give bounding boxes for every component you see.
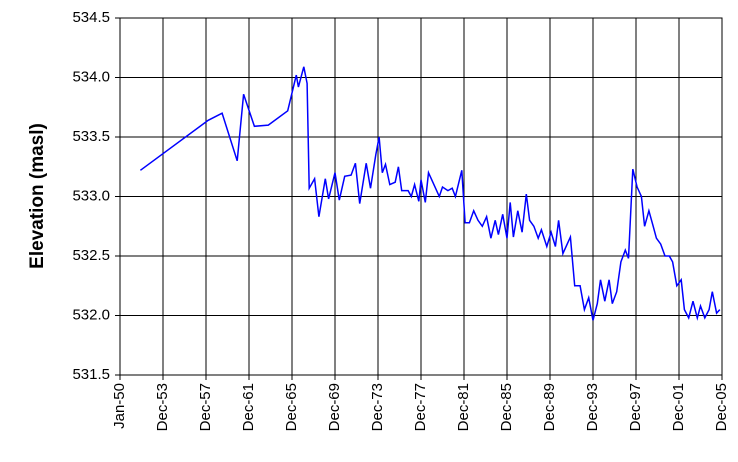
x-tick-label: Dec-65: [283, 383, 300, 431]
y-tick-label: 534.0: [72, 68, 110, 85]
x-tick-label: Jan-50: [111, 383, 128, 429]
x-tick-label: Dec-93: [584, 383, 601, 431]
x-tick-label: Dec-89: [541, 383, 558, 431]
x-tick-label: Dec-69: [326, 383, 343, 431]
x-tick-label: Dec-61: [240, 383, 257, 431]
x-tick-label: Dec-85: [498, 383, 515, 431]
y-tick-label: 534.5: [72, 9, 110, 26]
x-tick-label: Dec-97: [627, 383, 644, 431]
x-tick-label: Dec-05: [713, 383, 730, 431]
y-tick-label: 531.5: [72, 366, 110, 383]
x-tick-label: Dec-53: [154, 383, 171, 431]
plot-frame: [119, 17, 723, 376]
y-tick-label: 533.0: [72, 187, 110, 204]
x-tick-label: Dec-73: [369, 383, 386, 431]
x-tick-label: Dec-01: [670, 383, 687, 431]
x-tick-label: Dec-77: [412, 383, 429, 431]
y-tick-label: 533.5: [72, 128, 110, 145]
x-tick-label: Dec-57: [197, 383, 214, 431]
data-line: [139, 66, 721, 321]
x-tick-label: Dec-81: [455, 383, 472, 431]
y-axis-label: Elevation (masl): [27, 123, 48, 269]
y-tick-label: 532.0: [72, 306, 110, 323]
y-tick-label: 532.5: [72, 247, 110, 264]
